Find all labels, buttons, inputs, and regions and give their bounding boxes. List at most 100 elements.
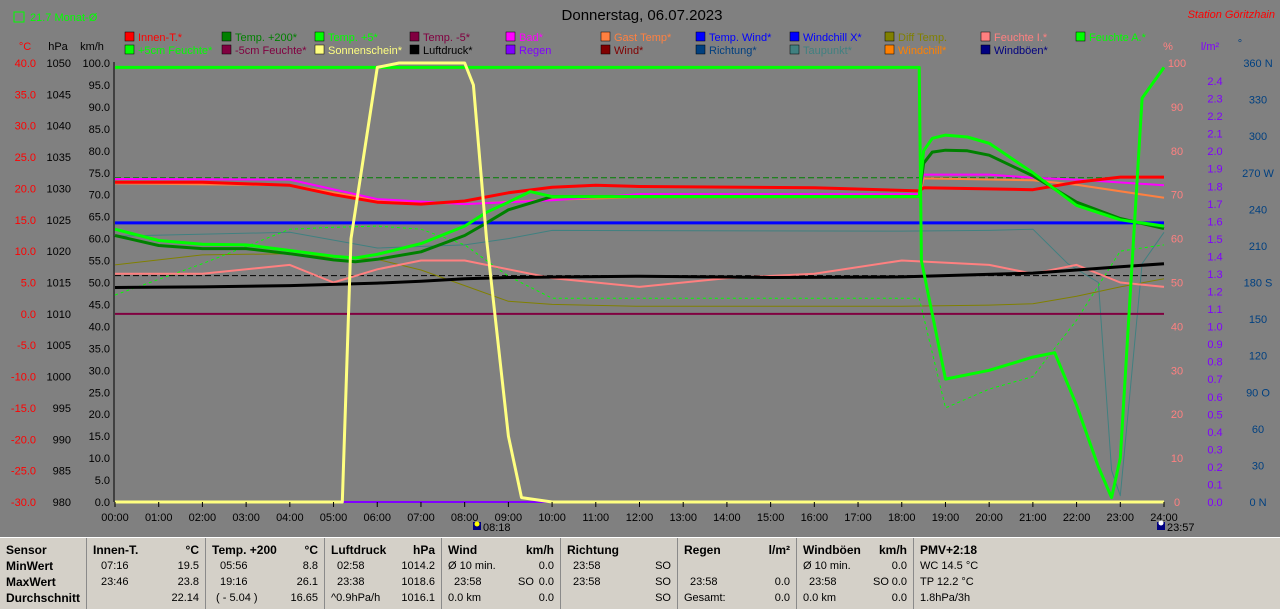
legend-item-5cm-feuchte[interactable]: +5cm Feuchte*: [124, 44, 213, 57]
wind-max-value: 0.0: [538, 576, 554, 588]
temp-axis-tick-label: -5.0: [17, 340, 36, 352]
series-windchill: [114, 225, 1165, 409]
pressure-axis-tick-label: 1035: [47, 152, 71, 164]
temp-axis-tick-label: 25.0: [15, 152, 36, 164]
legend-item-bad[interactable]: Bad*: [505, 31, 544, 44]
windboeen-min-label: Ø 10 min.: [803, 560, 851, 572]
legend-label: Windböen*: [994, 45, 1049, 57]
windboeen-avg: 0.0: [891, 592, 907, 604]
legend-item-gast-temp[interactable]: Gast Temp*: [600, 31, 672, 44]
legend-item-taupunkt[interactable]: Taupunkt*: [789, 44, 853, 57]
luftdruck-max-value: 1018.6: [401, 576, 435, 588]
legend-item-temp-200[interactable]: Temp. +200*: [221, 31, 298, 44]
wind-axis-tick-label: 60.0: [89, 234, 110, 246]
pressure-axis-tick-label: 1050: [47, 58, 71, 70]
wind-axis-tick-label: 10.0: [89, 453, 110, 465]
sunset-marker: 23:57: [1157, 520, 1195, 534]
wind-axis-tick-label: 45.0: [89, 299, 110, 311]
monthly-average-label: 21.7 Monat-Ø: [30, 12, 98, 24]
legend-swatch: [409, 31, 420, 42]
series-bad: [114, 173, 1165, 206]
temp200-avg: 16.65: [290, 592, 318, 604]
legend-swatch: [600, 44, 611, 55]
pmv-dewpoint: TP 12.2 °C: [920, 576, 974, 588]
temp-axis-tick-label: -10.0: [11, 372, 36, 384]
legend-label: Feuchte A.*: [1089, 32, 1147, 44]
windboeen-unit: km/h: [878, 543, 907, 557]
legend-swatch: [221, 31, 232, 42]
legend-item-5cm-feuchte[interactable]: -5cm Feuchte*: [221, 44, 307, 57]
stats-col-labels: Sensor MinWert MaxWert Durchschnitt: [0, 538, 87, 609]
legend-item-feuchte-a[interactable]: Feuchte A.*: [1075, 31, 1147, 44]
direction-axis-tick-label: 120: [1249, 351, 1267, 363]
time-tick-label: 07:00: [407, 512, 435, 524]
legend-item-windb-en[interactable]: Windböen*: [980, 44, 1049, 57]
legend-swatch: [600, 31, 611, 42]
legend-item-wind[interactable]: Wind*: [600, 44, 644, 57]
legend-swatch: [789, 44, 800, 55]
legend-label: Temp. +5*: [328, 32, 379, 44]
rain-axis-tick-label: 2.3: [1207, 94, 1222, 106]
windboeen-max-value: 0.0: [891, 576, 907, 588]
legend-item-feuchte-i[interactable]: Feuchte I.*: [980, 31, 1048, 44]
legend-item-diff-temp[interactable]: Diff Temp.: [884, 31, 947, 44]
legend-item-windchill-x[interactable]: Windchill X*: [789, 31, 862, 44]
rain-axis-tick-label: 2.0: [1207, 146, 1222, 158]
legend-item-temp-5[interactable]: Temp. +5*: [314, 31, 379, 44]
pressure-axis-tick-label: 980: [53, 497, 71, 509]
legend-label: Diff Temp.: [898, 32, 947, 44]
innen-avg: 22.14: [171, 592, 199, 604]
luftdruck-min-value: 1014.2: [401, 560, 435, 572]
legend-item-luftdruck[interactable]: Luftdruck*: [409, 44, 473, 57]
legend-item-temp-5[interactable]: Temp. -5*: [409, 31, 471, 44]
rain-axis-tick-label: 0.2: [1207, 462, 1222, 474]
legend-swatch: [789, 31, 800, 42]
legend-item-richtung[interactable]: Richtung*: [695, 44, 757, 57]
legend-label: Temp. +200*: [235, 32, 298, 44]
richtung-min-time: 23:58: [573, 560, 601, 572]
richtung-max-value: SO: [655, 576, 671, 588]
humidity-axis-tick-label: 60: [1171, 234, 1183, 246]
direction-axis-tick-label: 240: [1249, 204, 1267, 216]
legend-swatch: [884, 31, 895, 42]
legend-item-regen[interactable]: Regen: [505, 44, 551, 57]
series-luftdruck: [114, 262, 1165, 289]
richtung-max-time: 23:58: [573, 576, 601, 588]
legend-item-sonnenschein[interactable]: Sonnenschein*: [314, 44, 403, 57]
windboeen-title: Windböen: [803, 543, 861, 557]
direction-axis-tick-label: 330: [1249, 95, 1267, 107]
legend-label: Regen: [519, 45, 551, 57]
pressure-axis-tick-label: 985: [53, 466, 71, 478]
legend-label: Gast Temp*: [614, 32, 672, 44]
wind-axis-tick-label: 100.0: [82, 58, 110, 70]
humidity-axis-tick-label: 40: [1171, 321, 1183, 333]
wind-axis-tick-label: 40.0: [89, 321, 110, 333]
legend-item-temp-wind[interactable]: Temp. Wind*: [695, 31, 772, 44]
regen-title: Regen: [684, 543, 721, 557]
legend-swatch: [505, 31, 516, 42]
rain-axis-tick-label: 1.2: [1207, 287, 1222, 299]
time-tick-label: 12:00: [626, 512, 654, 524]
rain-axis-tick-label: 2.1: [1207, 129, 1222, 141]
time-tick-label: 00:00: [101, 512, 129, 524]
legend-swatch: [884, 44, 895, 55]
legend-swatch: [221, 44, 232, 55]
temp200-min-time: 05:56: [220, 560, 248, 572]
temp200-title: Temp. +200: [212, 543, 277, 557]
stats-col-pmv: PMV+2:18 WC 14.5 °C TP 12.2 °C 1.8hPa/3h: [914, 538, 1034, 609]
temp-axis-tick-label: 5.0: [21, 278, 36, 290]
rain-axis-tick-label: 0.0: [1207, 497, 1222, 509]
temp200-delta: ( - 5.04 ): [216, 592, 258, 604]
legend-label: Bad*: [519, 32, 544, 44]
regen-max-time: 23:58: [690, 576, 718, 588]
pmv-pressure-trend: 1.8hPa/3h: [920, 592, 971, 604]
time-tick-label: 05:00: [320, 512, 348, 524]
chart-background: [0, 0, 1280, 537]
legend-label: Windchill*: [898, 45, 947, 57]
legend-item-windchill[interactable]: Windchill*: [884, 44, 947, 57]
legend-item-innen-t[interactable]: Innen-T.*: [124, 31, 183, 44]
stats-header-max: MaxWert: [6, 575, 56, 589]
legend-swatch: [124, 31, 135, 42]
time-tick-label: 20:00: [975, 512, 1003, 524]
windboeen-max-direction: SO: [873, 576, 889, 588]
